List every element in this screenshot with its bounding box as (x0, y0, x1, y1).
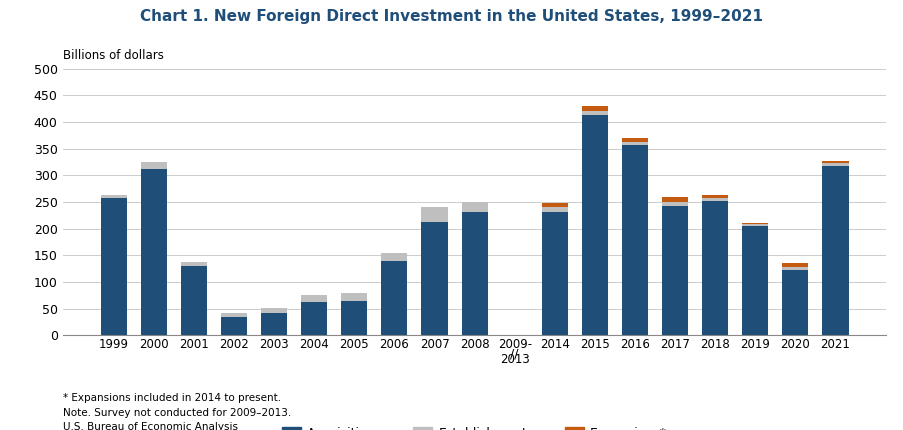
Bar (541, 212, 567, 335)
Bar (341, 301, 367, 335)
Bar (301, 295, 327, 302)
Bar (381, 261, 407, 335)
Text: //: // (510, 347, 518, 360)
Text: * Expansions included in 2014 to present.: * Expansions included in 2014 to present… (63, 393, 281, 403)
Bar (621, 138, 647, 142)
Bar (261, 313, 287, 335)
Bar (100, 195, 126, 198)
Bar (822, 163, 848, 166)
Bar (181, 262, 207, 266)
Bar (741, 224, 768, 226)
Bar (621, 142, 647, 144)
Bar (781, 270, 807, 335)
Bar (661, 206, 687, 335)
Bar (341, 293, 367, 301)
Bar (100, 198, 126, 335)
Text: Chart 1. New Foreign Direct Investment in the United States, 1999–2021: Chart 1. New Foreign Direct Investment i… (140, 9, 763, 24)
Bar (261, 308, 287, 313)
Bar (582, 106, 607, 111)
Bar (781, 267, 807, 270)
Bar (621, 144, 647, 335)
Bar (141, 169, 167, 335)
Bar (141, 162, 167, 169)
Bar (582, 115, 607, 335)
Bar (301, 302, 327, 335)
Bar (582, 111, 607, 115)
Bar (741, 223, 768, 224)
Bar (461, 202, 487, 212)
Bar (220, 313, 247, 317)
Text: U.S. Bureau of Economic Analysis: U.S. Bureau of Economic Analysis (63, 422, 238, 430)
Bar (181, 266, 207, 335)
Bar (541, 203, 567, 207)
Bar (661, 202, 687, 206)
Bar (421, 207, 447, 222)
Bar (741, 226, 768, 335)
Bar (702, 195, 728, 198)
Text: Note. Survey not conducted for 2009–2013.: Note. Survey not conducted for 2009–2013… (63, 408, 291, 418)
Bar (461, 212, 487, 335)
Bar (822, 166, 848, 335)
Bar (781, 263, 807, 267)
Bar (421, 222, 447, 335)
Text: Billions of dollars: Billions of dollars (63, 49, 164, 62)
Bar (702, 198, 728, 200)
Bar (702, 200, 728, 335)
Bar (822, 160, 848, 163)
Bar (541, 207, 567, 212)
Bar (381, 253, 407, 261)
Bar (661, 197, 687, 202)
Bar (220, 317, 247, 335)
Legend: Acquisitions, Establishments, Expansions*: Acquisitions, Establishments, Expansions… (277, 422, 671, 430)
